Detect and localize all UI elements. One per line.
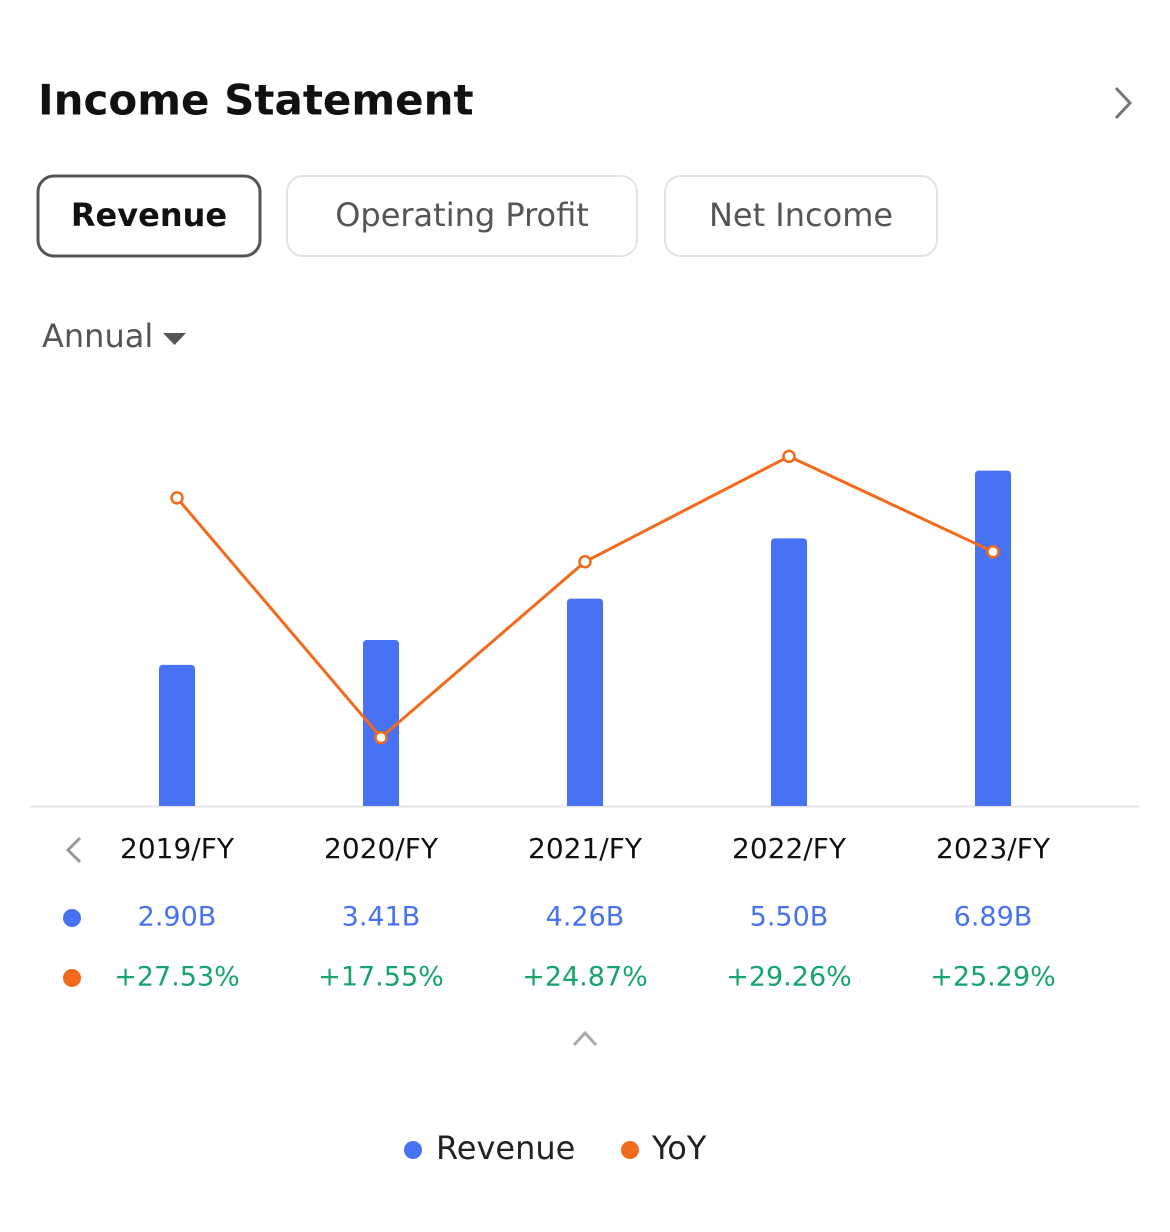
row-dot [63,909,81,927]
tab-label: Operating Profit [335,196,589,234]
legend-label: Revenue [436,1129,575,1167]
legend-label: YoY [651,1129,707,1167]
row-dot [63,969,81,987]
yoy-point [374,730,388,745]
bar [771,538,807,806]
revenue-value: 6.89B [954,902,1033,933]
bar [363,640,399,806]
category-label: 2023/FY [936,832,1051,865]
legend-dot [404,1141,422,1159]
tab-label: Net Income [709,196,893,234]
prev-chevron[interactable] [65,836,82,864]
bar [975,470,1011,806]
collapse-chevron[interactable] [572,1030,598,1047]
legend-dot [621,1141,639,1159]
bar [567,598,603,806]
category-label: 2022/FY [732,832,847,865]
tab[interactable] [664,175,938,257]
title: Income Statement [38,76,474,125]
category-label: 2020/FY [324,832,439,865]
yoy-value: +17.55% [318,962,444,993]
chart: 2019/FY 2.90B +27.53% 2020/FY 3.41B +17.55% 20… [63,449,1056,1167]
yoy-point [782,449,796,464]
tab[interactable] [36,174,262,258]
yoy-point [578,555,592,569]
revenue-value: 5.50B [750,902,829,933]
yoy-value: +25.29% [930,962,1056,993]
yoy-value: +24.87% [522,962,648,993]
revenue-value: 3.41B [342,902,421,933]
category-label: 2019/FY [120,832,235,865]
yoy-value: +29.26% [726,962,852,993]
period-label: Annual [42,317,153,355]
yoy-point [170,491,184,505]
yoy-point [986,544,1000,559]
dropdown-arrow [163,333,186,345]
tab-label: Revenue [71,196,227,234]
yoy-value: +27.53% [114,962,240,993]
tab[interactable] [286,175,638,257]
revenue-value: 2.90B [138,902,217,933]
bar [159,664,195,806]
revenue-value: 4.26B [546,902,625,933]
period-select[interactable]: Annual [42,317,186,355]
category-label: 2021/FY [528,832,643,865]
more-chevron[interactable] [1114,86,1133,120]
